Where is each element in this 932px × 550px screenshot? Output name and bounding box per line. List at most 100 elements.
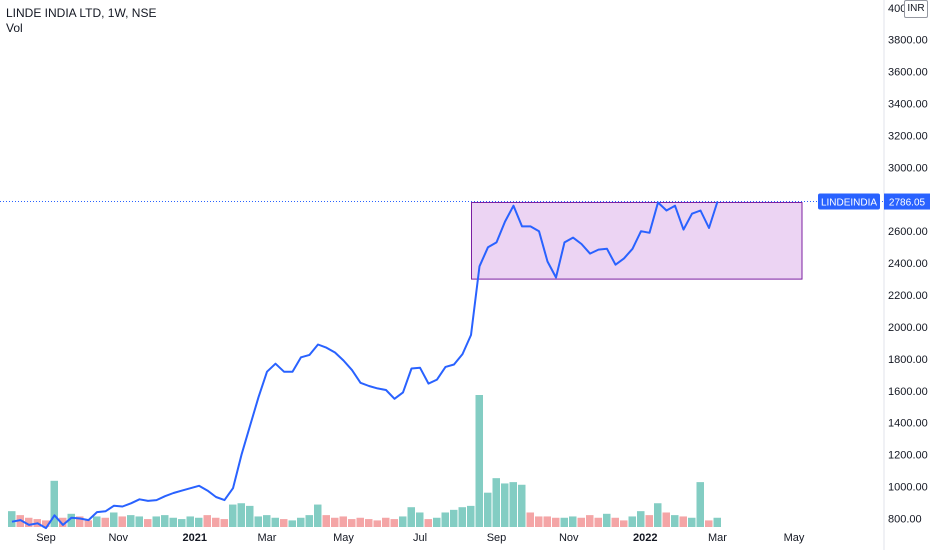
y-tick-label-13: 1400.00 [888, 418, 928, 430]
volume-bar-76 [654, 503, 662, 527]
last-price-label-group: LINDEINDIA 2786.05 [818, 193, 930, 210]
volume-bar-55 [475, 395, 483, 527]
x-tick-label-0: Sep [36, 532, 56, 544]
volume-bar-24 [212, 517, 220, 527]
x-tick-label-10: May [784, 532, 805, 544]
volume-bar-2 [25, 517, 33, 527]
y-tick-label-12: 1600.00 [888, 386, 928, 398]
volume-bar-69 [594, 517, 602, 527]
volume-bar-65 [560, 517, 568, 527]
volume-bar-54 [467, 505, 475, 527]
volume-bar-30 [263, 515, 271, 527]
volume-bar-46 [399, 516, 407, 527]
price-line [11, 201, 719, 530]
volume-bar-7 [67, 513, 75, 527]
x-tick-label-5: Jul [413, 532, 427, 544]
y-tick-label-10: 2000.00 [888, 322, 928, 334]
volume-bar-62 [535, 516, 543, 527]
volume-bar-51 [441, 512, 449, 527]
volume-bar-57 [492, 478, 500, 527]
x-tick-label-8: 2022 [633, 532, 657, 544]
volume-bar-6 [59, 517, 67, 527]
volume-bar-32 [280, 519, 288, 527]
currency-badge[interactable]: INR [904, 0, 928, 18]
volume-bar-77 [662, 512, 670, 527]
volume-bar-29 [254, 516, 262, 527]
volume-bar-50 [433, 517, 441, 527]
volume-bar-20 [178, 519, 186, 527]
ticker-label: LINDEINDIA [821, 198, 877, 209]
volume-bar-36 [314, 504, 322, 527]
ticker-label-bg [818, 193, 880, 210]
volume-bar-73 [628, 516, 636, 527]
x-tick-label-4: May [333, 532, 354, 544]
volume-bar-35 [305, 515, 313, 527]
volume-bar-43 [373, 520, 381, 527]
volume-bar-25 [220, 519, 228, 527]
y-tick-label-3: 3400.00 [888, 99, 928, 111]
volume-bar-78 [671, 515, 679, 527]
volume-bar-42 [365, 519, 373, 527]
y-tick-label-9: 2200.00 [888, 290, 928, 302]
x-tick-label-1: Nov [108, 532, 128, 544]
y-tick-label-2: 3600.00 [888, 67, 928, 79]
volume-bar-40 [348, 519, 356, 527]
last-price-bg [884, 193, 930, 210]
volume-bar-41 [356, 517, 364, 527]
volume-bar-34 [297, 517, 305, 527]
volume-bar-12 [110, 512, 118, 527]
volume-bar-59 [509, 482, 517, 527]
volume-bar-49 [424, 519, 432, 527]
volume-bar-47 [407, 507, 415, 527]
volume-bar-18 [161, 515, 169, 527]
y-tick-label-16: 800.00 [888, 514, 922, 526]
symbol-title[interactable]: LINDE INDIA LTD, 1W, NSE [6, 6, 157, 20]
volume-bar-53 [458, 507, 466, 527]
volume-bar-60 [518, 484, 526, 527]
volume-bar-58 [501, 483, 509, 527]
y-tick-label-7: 2600.00 [888, 226, 928, 238]
volume-bar-22 [195, 517, 203, 527]
volume-bar-44 [382, 517, 390, 527]
volume-bars [8, 395, 721, 527]
y-tick-label-14: 1200.00 [888, 450, 928, 462]
volume-bar-48 [416, 512, 424, 527]
price-line-path [11, 201, 719, 530]
x-tick-label-3: Mar [258, 532, 277, 544]
price-axis[interactable]: 4000.003800.003600.003400.003200.003000.… [888, 3, 928, 526]
x-tick-label-9: Mar [708, 532, 727, 544]
last-price-value: 2786.05 [889, 198, 926, 209]
volume-bar-21 [186, 516, 194, 527]
volume-bar-15 [135, 516, 143, 527]
range-rectangle[interactable] [0, 201, 884, 280]
volume-bar-19 [169, 517, 177, 527]
volume-bar-72 [620, 520, 628, 527]
volume-bar-16 [144, 519, 152, 527]
volume-bar-82 [705, 520, 713, 527]
volume-bar-61 [526, 512, 534, 527]
volume-bar-13 [118, 516, 126, 527]
volume-bar-56 [484, 492, 492, 527]
x-tick-label-2: 2021 [183, 532, 207, 544]
volume-bar-10 [93, 516, 101, 527]
y-tick-label-4: 3200.00 [888, 130, 928, 142]
volume-bar-17 [152, 516, 160, 527]
volume-bar-70 [603, 513, 611, 527]
volume-bar-11 [101, 517, 109, 527]
volume-bar-80 [688, 517, 696, 527]
volume-bar-37 [322, 515, 330, 527]
volume-bar-38 [331, 517, 339, 527]
volume-indicator-label[interactable]: Vol [6, 21, 23, 35]
volume-bar-68 [586, 515, 594, 527]
y-tick-label-11: 1800.00 [888, 354, 928, 366]
volume-bar-64 [552, 517, 560, 527]
y-tick-label-1: 3800.00 [888, 35, 928, 47]
x-tick-label-7: Nov [559, 532, 579, 544]
volume-bar-52 [450, 509, 458, 527]
time-axis[interactable]: Sep Nov 2021 Mar May Jul Sep Nov 2022 Mar May [36, 532, 805, 544]
volume-bar-45 [390, 519, 398, 527]
volume-bar-33 [288, 520, 296, 527]
volume-bar-79 [679, 516, 687, 527]
volume-bar-39 [339, 516, 347, 527]
